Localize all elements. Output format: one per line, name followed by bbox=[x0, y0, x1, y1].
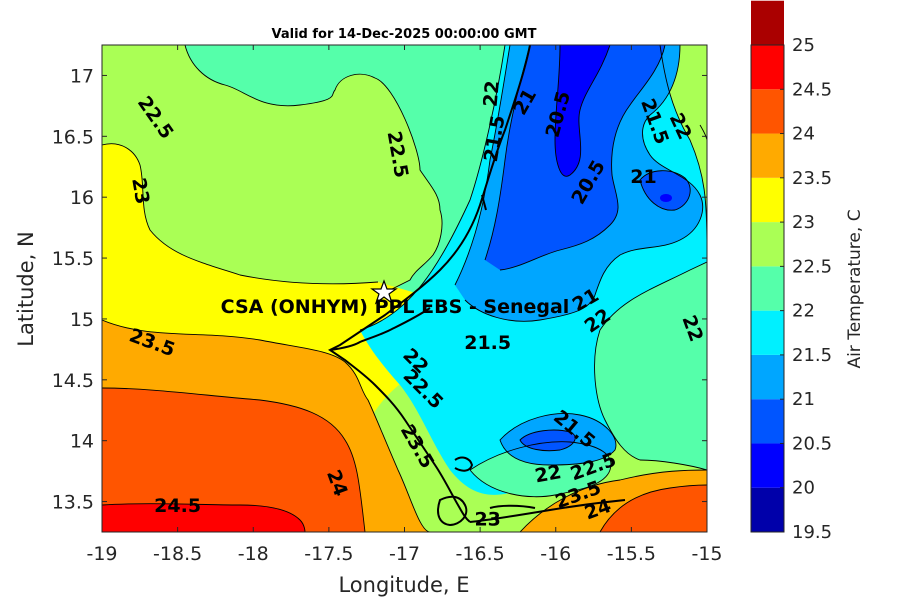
contour-label: 22 bbox=[480, 80, 504, 108]
colorbar-segment bbox=[751, 133, 784, 178]
y-axis-label: Latitude, N bbox=[14, 231, 38, 347]
x-tick-label: -17 bbox=[389, 543, 420, 565]
contour-map: CSA (ONHYM) PPL EBS - Senegal 22.522.523… bbox=[102, 45, 707, 532]
y-tick-label: 14.5 bbox=[52, 370, 94, 392]
colorbar-tick-label: 21 bbox=[792, 389, 815, 410]
band-22-east bbox=[594, 262, 707, 470]
colorbar-segment bbox=[751, 45, 784, 90]
y-tick-label: 15.5 bbox=[52, 248, 94, 270]
y-tick-label: 15 bbox=[70, 309, 94, 331]
y-tick-label: 14 bbox=[70, 431, 94, 453]
figure-title: Valid for 14-Dec-2025 00:00:00 GMT bbox=[272, 27, 537, 42]
colorbar-tick-label: 22 bbox=[792, 301, 815, 322]
band-20-core bbox=[555, 45, 610, 177]
x-tick-label: -18.5 bbox=[153, 543, 202, 565]
colorbar-tick-label: 24.5 bbox=[792, 79, 832, 100]
band-24-5 bbox=[102, 503, 305, 532]
colorbar-tick-label: 24 bbox=[792, 124, 815, 145]
colorbar: 19.5 20 20.5 21 21.5 22 22.5 23 23.5 24 24.5 25 bbox=[750, 0, 832, 543]
colorbar-segment bbox=[751, 354, 784, 400]
colorbar-segment bbox=[751, 222, 784, 267]
x-tick-label: -19 bbox=[86, 543, 117, 565]
colorbar-tick-label: 23 bbox=[792, 212, 815, 233]
contour-label: 21.5 bbox=[464, 332, 511, 354]
colorbar-frame bbox=[750, 44, 785, 533]
colorbar-tick-label: 20 bbox=[792, 478, 815, 499]
y-tick-label: 16.5 bbox=[52, 126, 94, 148]
colorbar-tick-label: 20.5 bbox=[792, 433, 832, 454]
colorbar-tick-label: 19.5 bbox=[792, 522, 832, 543]
colorbar-tick-label: 23.5 bbox=[792, 168, 832, 189]
x-tick-label: -16 bbox=[540, 543, 571, 565]
x-tick-label: -18 bbox=[238, 543, 269, 565]
colorbar-tick-label: 22.5 bbox=[792, 256, 832, 277]
colorbar-title: Air Temperature, C bbox=[845, 209, 865, 368]
x-tick-label: -15 bbox=[691, 543, 722, 565]
band-24-southeast bbox=[600, 485, 707, 532]
band-24 bbox=[102, 388, 365, 532]
colorbar-tick-label: 25 bbox=[792, 35, 815, 56]
colorbar-segment bbox=[751, 0, 784, 46]
colorbar-segment bbox=[751, 89, 784, 134]
band-20-5-south bbox=[520, 430, 576, 451]
contour-label: 23 bbox=[474, 508, 500, 530]
contour-label: 24.5 bbox=[154, 495, 201, 517]
y-tick-label: 17 bbox=[70, 65, 94, 87]
x-axis-ticks: -19 -18.5 -18 -17.5 -17 -16.5 -16 -15.5 -15 bbox=[86, 45, 723, 565]
x-tick-label: -16.5 bbox=[456, 543, 505, 565]
colorbar-segment bbox=[751, 487, 784, 532]
contour-label: 21 bbox=[630, 166, 656, 188]
colorbar-segment bbox=[751, 177, 784, 223]
coastline bbox=[328, 45, 626, 527]
band-20-cell bbox=[660, 194, 672, 202]
x-tick-label: -17.5 bbox=[304, 543, 353, 565]
colorbar-segment bbox=[751, 310, 784, 355]
colorbar-segment bbox=[751, 443, 784, 488]
contour-label: 23 bbox=[127, 176, 153, 206]
x-axis-label: Longitude, E bbox=[338, 573, 469, 597]
colorbar-segment bbox=[751, 266, 784, 311]
y-tick-label: 16 bbox=[70, 187, 94, 209]
colorbar-segment bbox=[751, 399, 784, 444]
x-tick-label: -15.5 bbox=[607, 543, 656, 565]
contour-label: 22 bbox=[533, 461, 563, 487]
y-axis-ticks: 13.5 14 14.5 15 15.5 16 16.5 17 bbox=[52, 65, 707, 514]
colorbar-tick-label: 21.5 bbox=[792, 345, 832, 366]
band-20-5-east-cell bbox=[640, 170, 691, 211]
site-label: CSA (ONHYM) PPL EBS - Senegal bbox=[221, 296, 570, 318]
contour-lines bbox=[102, 45, 707, 532]
site-star-icon bbox=[370, 279, 398, 305]
y-tick-label: 13.5 bbox=[52, 492, 94, 514]
